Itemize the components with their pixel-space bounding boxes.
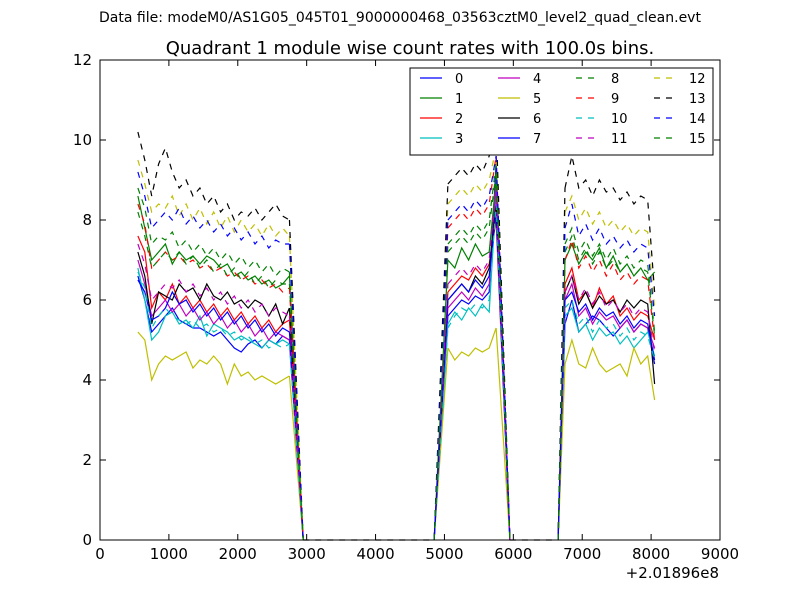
series-6-segment-c (564, 274, 656, 385)
x-tick-label: 5000 (425, 545, 463, 563)
x-tick-label: 2000 (219, 545, 257, 563)
series-4-segment-c (564, 282, 656, 349)
series-0-segment-b (447, 163, 497, 317)
chart-title: Quadrant 1 module wise count rates with … (166, 38, 655, 59)
x-axis-offset-label: +2.01896e8 (626, 564, 719, 582)
figure-supertitle: Data file: modeM0/AS1G05_045T01_90000004… (99, 10, 701, 26)
series-8-segment-a (137, 187, 290, 278)
legend-label-2: 2 (455, 112, 463, 127)
series-13-segment-b (447, 123, 497, 185)
legend-label-7: 7 (533, 132, 541, 147)
series-15-segment-a (137, 211, 290, 290)
series-14-segment-c (564, 203, 656, 317)
series-11-segment-a (137, 243, 290, 318)
series-9-segment-c (564, 237, 656, 341)
series-11-segment-c (564, 274, 656, 353)
series-1-segment-b (447, 179, 497, 270)
series-11-segment-b (447, 187, 497, 285)
series-1-segment-c (564, 242, 656, 282)
series-10-segment-c (564, 298, 656, 361)
series-6-segment-a (137, 251, 290, 326)
x-tick-label: 9000 (701, 545, 739, 563)
plot-series-group (137, 123, 656, 541)
legend-label-1: 1 (455, 92, 463, 107)
x-tick-label: 7000 (563, 545, 601, 563)
series-5-segment-a (137, 331, 290, 386)
series-4-segment-b (447, 187, 497, 309)
series-3-segment-c (564, 306, 656, 357)
series-11-transition-1 (288, 315, 304, 541)
series-15-segment-b (447, 171, 497, 253)
series-4-segment-a (137, 259, 290, 342)
y-tick-label: 8 (82, 211, 92, 229)
series-8-segment-b (447, 163, 497, 245)
legend-label-9: 9 (611, 92, 619, 107)
x-tick-label: 4000 (356, 545, 394, 563)
series-14-segment-b (447, 155, 497, 221)
legend-box (409, 67, 714, 156)
legend-label-4: 4 (533, 72, 541, 87)
legend-label-8: 8 (611, 72, 619, 87)
x-tick-label: 0 (95, 545, 105, 563)
x-tick-label: 1000 (150, 545, 188, 563)
series-15-segment-c (564, 234, 656, 337)
series-13-transition-3 (495, 123, 511, 541)
x-tick-label: 8000 (632, 545, 670, 563)
x-axis-ticks: 0 1000 2000 3000 4000 5000 6000 7000 8000 9000 (95, 60, 739, 563)
legend-label-11: 11 (611, 132, 628, 147)
series-2-segment-c (564, 266, 656, 341)
series-12-segment-c (564, 194, 656, 309)
y-tick-label: 4 (82, 371, 92, 389)
y-tick-label: 10 (73, 131, 92, 149)
series-10-segment-a (137, 271, 290, 349)
series-7-segment-b (447, 211, 497, 301)
series-9-segment-b (447, 155, 497, 229)
legend-label-5: 5 (533, 92, 541, 107)
series-14-segment-a (137, 171, 290, 250)
series-9-segment-a (137, 203, 290, 293)
y-tick-label: 6 (82, 291, 92, 309)
series-12-segment-b (447, 147, 497, 205)
series-14-transition-1 (288, 243, 304, 541)
y-tick-label: 12 (73, 51, 92, 69)
series-2-segment-a (137, 235, 290, 334)
legend-label-0: 0 (455, 72, 463, 87)
series-2-segment-b (447, 219, 497, 293)
legend-label-10: 10 (611, 112, 628, 127)
y-tick-label: 2 (82, 451, 92, 469)
legend-label-3: 3 (455, 132, 463, 147)
y-tick-label: 0 (82, 531, 92, 549)
legend-label-12: 12 (689, 72, 706, 87)
legend-label-13: 13 (689, 92, 706, 107)
series-10-transition-1 (288, 343, 304, 541)
series-13-transition-4 (557, 187, 566, 541)
x-tick-label: 6000 (494, 545, 532, 563)
x-tick-label: 3000 (288, 545, 326, 563)
legend-label-6: 6 (533, 112, 541, 127)
legend-label-15: 15 (689, 132, 706, 147)
series-8-segment-c (564, 226, 656, 333)
series-5-transition-3 (495, 327, 511, 541)
series-7-segment-a (137, 279, 290, 338)
series-5-segment-b (447, 327, 497, 362)
series-1-segment-a (137, 195, 290, 289)
series-13-segment-a (137, 131, 290, 222)
series-5-segment-c (564, 337, 656, 401)
series-3-segment-b (447, 195, 497, 325)
legend-label-14: 14 (689, 112, 706, 127)
series-10-segment-b (447, 203, 497, 329)
series-15-transition-4 (557, 251, 566, 541)
series-7-segment-c (564, 290, 656, 361)
series-15-transition-2 (433, 251, 449, 541)
series-12-segment-a (137, 159, 290, 238)
series-15-transition-3 (495, 171, 511, 541)
